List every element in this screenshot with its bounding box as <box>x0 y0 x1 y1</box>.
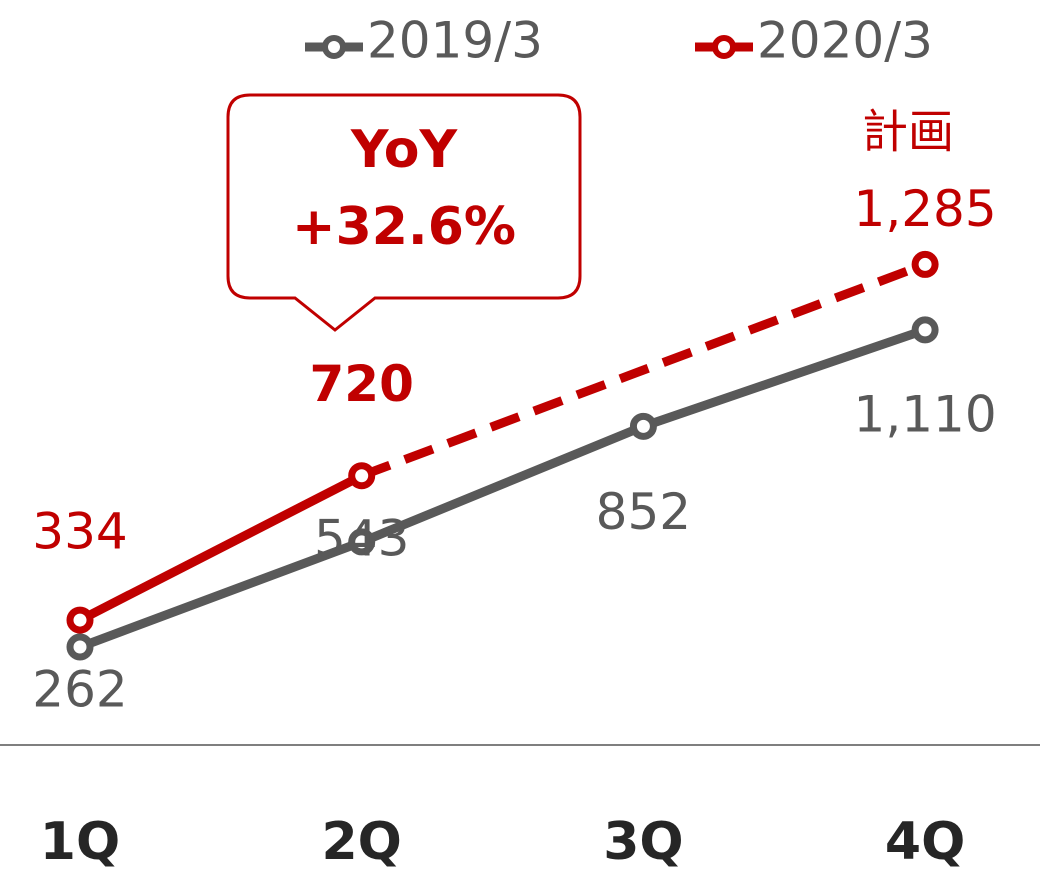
x-tick-label: 3Q <box>603 812 683 872</box>
plan-label: 計画 <box>862 105 954 159</box>
data-label: 1,285 <box>854 180 997 238</box>
legend-marker <box>322 35 346 59</box>
x-tick-label: 4Q <box>885 812 965 872</box>
x-tick-label: 1Q <box>40 812 120 872</box>
legend-marker <box>712 35 736 59</box>
point <box>629 412 657 440</box>
point <box>348 528 376 556</box>
data-label: 543 <box>314 509 409 567</box>
callout-box <box>226 93 582 332</box>
point <box>66 633 94 661</box>
point <box>66 606 94 634</box>
series-line <box>78 325 927 652</box>
data-label: 720 <box>310 355 414 413</box>
point <box>911 250 939 278</box>
data-label: 262 <box>32 661 127 719</box>
data-label: 334 <box>32 503 127 561</box>
point <box>911 316 939 344</box>
x-tick-label: 2Q <box>322 812 402 872</box>
series-line <box>360 260 927 480</box>
point <box>348 462 376 490</box>
data-label: 852 <box>596 483 691 541</box>
callout-text: +32.6% <box>292 197 516 257</box>
series-line <box>77 471 364 625</box>
callout-text: YoY <box>350 120 459 180</box>
data-label: 1,110 <box>854 385 997 443</box>
legend-label: 2020/3 <box>757 12 933 70</box>
legend-label: 2019/3 <box>367 12 543 70</box>
